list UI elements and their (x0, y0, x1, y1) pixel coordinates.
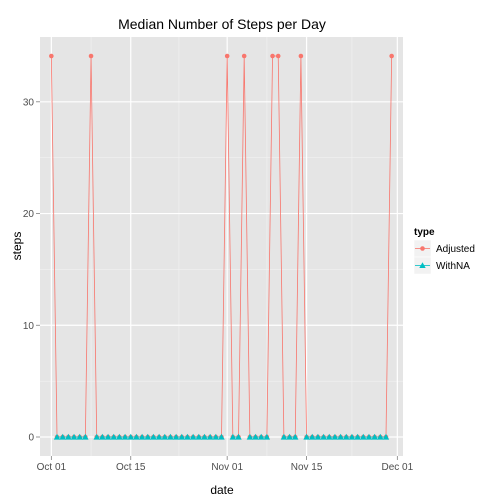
data-point-withna (70, 433, 78, 440)
data-point-withna (246, 433, 254, 440)
data-point-withna (110, 433, 117, 440)
data-point-adjusted (389, 53, 394, 59)
data-point-withna (314, 433, 322, 440)
legend-key-marker (420, 246, 425, 251)
legend-label: Adjusted (436, 244, 475, 255)
data-point-withna (303, 433, 310, 440)
data-point-withna (144, 433, 151, 440)
data-point-withna (235, 433, 242, 440)
data-point-withna (127, 433, 134, 440)
data-point-withna (189, 433, 197, 440)
x-axis: Oct 01 Oct 15 Nov 01 Nov 15 Dec 01 (37, 456, 414, 473)
data-point-withna (65, 433, 72, 440)
data-point-withna (354, 433, 361, 440)
data-point-withna (258, 433, 265, 440)
data-point-withna (218, 433, 225, 440)
data-point-adjusted (275, 53, 281, 59)
data-point-withna (167, 433, 174, 440)
data-point-withna (104, 433, 112, 440)
legend-label: WithNA (436, 261, 470, 272)
data-point-withna (53, 433, 61, 440)
data-point-withna (337, 433, 344, 440)
data-point-withna (116, 433, 123, 440)
data-point-withna (326, 433, 333, 440)
major-gridlines (40, 37, 403, 456)
data-point-withna (331, 433, 339, 440)
data-point-withna (371, 433, 378, 440)
data-point-adjusted (270, 53, 275, 59)
series-withna (53, 433, 390, 440)
x-tick-label: Oct 15 (116, 462, 146, 473)
data-point-adjusted (88, 53, 94, 59)
data-point-withna (229, 433, 237, 440)
data-point-adjusted (49, 53, 54, 59)
data-point-withna (59, 433, 66, 440)
chart-title: Median Number of Steps per Day (118, 16, 326, 32)
data-point-withna (150, 433, 157, 440)
data-point-withna (309, 433, 316, 440)
y-axis: 0 10 20 30 (23, 97, 40, 444)
data-point-withna (184, 433, 191, 440)
data-point-withna (263, 433, 271, 440)
data-point-withna (292, 433, 299, 440)
data-point-withna (155, 433, 163, 440)
data-point-adjusted (298, 53, 304, 59)
data-point-withna (99, 433, 106, 440)
data-point-withna (365, 433, 373, 440)
data-point-withna (76, 433, 83, 440)
data-point-withna (280, 433, 288, 440)
data-point-withna (212, 433, 220, 440)
data-point-withna (348, 433, 356, 440)
data-point-withna (133, 433, 140, 440)
plot-panel (40, 37, 403, 456)
data-point-withna (286, 433, 293, 440)
data-point-withna (93, 433, 100, 440)
data-point-adjusted (224, 53, 230, 59)
data-point-withna (252, 433, 259, 440)
legend-title: type (414, 227, 435, 238)
data-point-adjusted (241, 53, 247, 59)
data-point-withna (161, 433, 168, 440)
data-point-withna (201, 433, 208, 440)
data-point-withna (320, 433, 327, 440)
data-point-withna (82, 433, 89, 440)
x-tick-label: Dec 01 (381, 462, 413, 473)
x-tick-label: Oct 01 (37, 462, 67, 473)
minor-gridlines (40, 37, 403, 456)
y-tick-label: 0 (28, 433, 34, 444)
data-point-withna (172, 433, 180, 440)
data-point-withna (121, 433, 129, 440)
legend-item-withna: WithNA (413, 256, 470, 275)
legend-key-marker (419, 262, 426, 269)
data-point-withna (382, 433, 390, 440)
y-tick-label: 30 (23, 97, 35, 108)
data-point-withna (343, 433, 350, 440)
x-tick-label: Nov 01 (211, 462, 243, 473)
data-point-withna (360, 433, 367, 440)
legend-item-adjusted: Adjusted (413, 239, 475, 258)
data-point-withna (138, 433, 146, 440)
legend: type Adjusted WithNA (413, 227, 475, 275)
data-point-withna (377, 433, 384, 440)
x-axis-title: date (210, 483, 234, 497)
data-point-withna (195, 433, 203, 440)
x-tick-label: Nov 15 (291, 462, 323, 473)
data-point-withna (178, 433, 185, 440)
y-tick-label: 10 (23, 321, 35, 332)
y-axis-title: steps (10, 232, 24, 261)
y-tick-label: 20 (23, 209, 35, 220)
series-layer (49, 53, 394, 440)
data-point-withna (206, 433, 214, 440)
